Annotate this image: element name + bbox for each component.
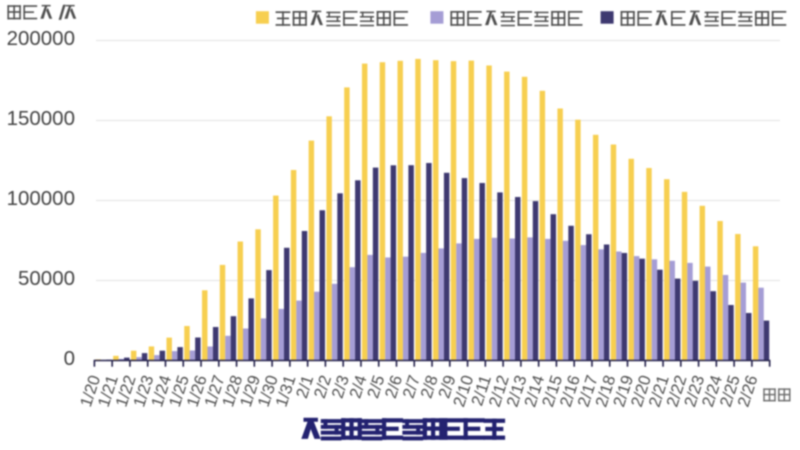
- svg-text:0: 0: [64, 347, 75, 370]
- svg-text:50000: 50000: [18, 267, 75, 290]
- svg-text:100000: 100000: [7, 187, 75, 210]
- svg-text:150000: 150000: [7, 107, 75, 130]
- svg-text:200000: 200000: [7, 27, 75, 50]
